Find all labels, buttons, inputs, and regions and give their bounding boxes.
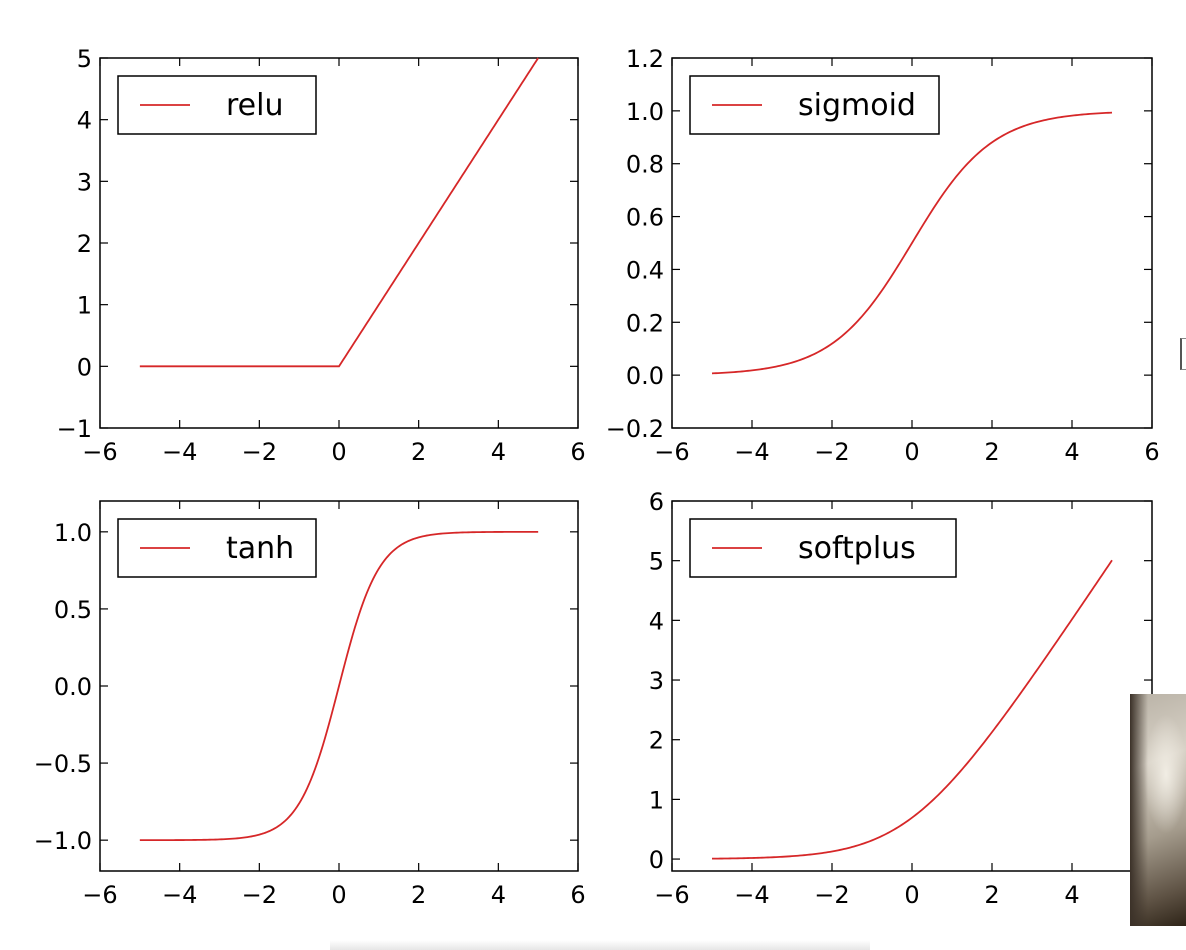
y-tick-label: −0.5 — [34, 750, 92, 778]
legend: softplus — [689, 518, 957, 578]
y-tick-label: 0 — [77, 353, 92, 381]
y-tick-label: 1.2 — [626, 45, 664, 73]
x-tick-label: −2 — [814, 438, 849, 466]
x-tick-label: −2 — [814, 881, 849, 909]
y-tick-label: 0 — [649, 846, 664, 874]
y-tick-label: 4 — [77, 107, 92, 135]
y-tick-label: 2 — [77, 230, 92, 258]
x-tick-label: 6 — [570, 438, 585, 466]
x-tick-label: 0 — [331, 438, 346, 466]
series-line-sigmoid — [711, 111, 1113, 375]
x-tick-label: −2 — [242, 881, 277, 909]
x-tick-label: 0 — [331, 881, 346, 909]
x-tick-label: 0 — [904, 438, 919, 466]
y-tick-label: 0.2 — [626, 309, 664, 337]
y-tick-label: 5 — [649, 548, 664, 576]
webcam-overlay — [1130, 694, 1186, 926]
subplot-sigmoid: −6 −4 −2 0 2 4 6 −0.2 0.0 0.2 0.4 0.6 0.8 1.0 1.2 sigmo… — [606, 45, 1160, 466]
x-tick-label: −6 — [82, 881, 117, 909]
subplot-softplus: −6 −4 −2 0 2 4 0 1 2 3 4 5 6 softplus — [649, 488, 1153, 909]
y-tick-label: 2 — [649, 727, 664, 755]
x-tick-label: 4 — [491, 438, 506, 466]
x-tick-label: 4 — [1064, 881, 1079, 909]
y-tick-label: 5 — [77, 45, 92, 73]
x-tick-label: 2 — [411, 881, 426, 909]
y-tick-label: 0.4 — [626, 256, 664, 284]
x-tick-label: −6 — [82, 438, 117, 466]
y-tick-label: 0.0 — [626, 362, 664, 390]
x-tick-label: −6 — [654, 438, 689, 466]
x-tick-label: 6 — [1144, 438, 1159, 466]
x-tick-label: 2 — [411, 438, 426, 466]
y-tick-label: 1 — [77, 292, 92, 320]
legend: sigmoid — [689, 75, 940, 135]
x-tick-label: 4 — [491, 881, 506, 909]
x-tick-label: 2 — [984, 881, 999, 909]
y-tick-label: −0.2 — [606, 415, 664, 443]
legend-box — [689, 75, 940, 135]
y-tick-label: 3 — [77, 168, 92, 196]
bottom-shadow — [330, 940, 870, 950]
y-tick-label: 6 — [649, 488, 664, 516]
legend-label: softplus — [798, 531, 916, 566]
y-tick-label: −1.0 — [34, 827, 92, 855]
y-tick-label: 1.0 — [54, 519, 92, 547]
x-tick-label: −4 — [162, 881, 197, 909]
x-tick-label: −2 — [242, 438, 277, 466]
y-tick-label: −1 — [57, 415, 92, 443]
y-tick-label: 4 — [649, 607, 664, 635]
x-tick-label: −4 — [734, 881, 769, 909]
x-tick-label: 6 — [570, 881, 585, 909]
subplot-tanh: −6 −4 −2 0 2 4 6 −1.0 −0.5 0.0 0.5 1.0 tanh — [34, 500, 586, 909]
y-tick-label: 3 — [649, 667, 664, 695]
legend-label: tanh — [226, 531, 294, 566]
y-tick-label: 0.5 — [54, 596, 92, 624]
y-tick-label: 1 — [649, 786, 664, 814]
legend-label: relu — [226, 88, 283, 123]
x-tick-label: 0 — [904, 881, 919, 909]
x-tick-label: −4 — [162, 438, 197, 466]
series-line-softplus — [711, 559, 1113, 860]
y-tick-label: 1.0 — [626, 98, 664, 126]
y-tick-label: 0.0 — [54, 673, 92, 701]
x-tick-label: −6 — [654, 881, 689, 909]
x-tick-label: −4 — [734, 438, 769, 466]
x-tick-label: 4 — [1064, 438, 1079, 466]
series-line-tanh — [139, 530, 539, 842]
series-line-relu — [139, 57, 539, 368]
legend: tanh — [117, 518, 317, 578]
legend-label: sigmoid — [798, 88, 916, 123]
y-tick-label: 0.8 — [626, 151, 664, 179]
y-tick-label: 0.6 — [626, 204, 664, 232]
subplot-relu: −6 −4 −2 0 2 4 6 −1 0 1 2 3 4 5 relu — [57, 45, 586, 466]
legend: relu — [117, 75, 317, 135]
edge-artifact — [1180, 338, 1186, 370]
x-tick-label: 2 — [984, 438, 999, 466]
